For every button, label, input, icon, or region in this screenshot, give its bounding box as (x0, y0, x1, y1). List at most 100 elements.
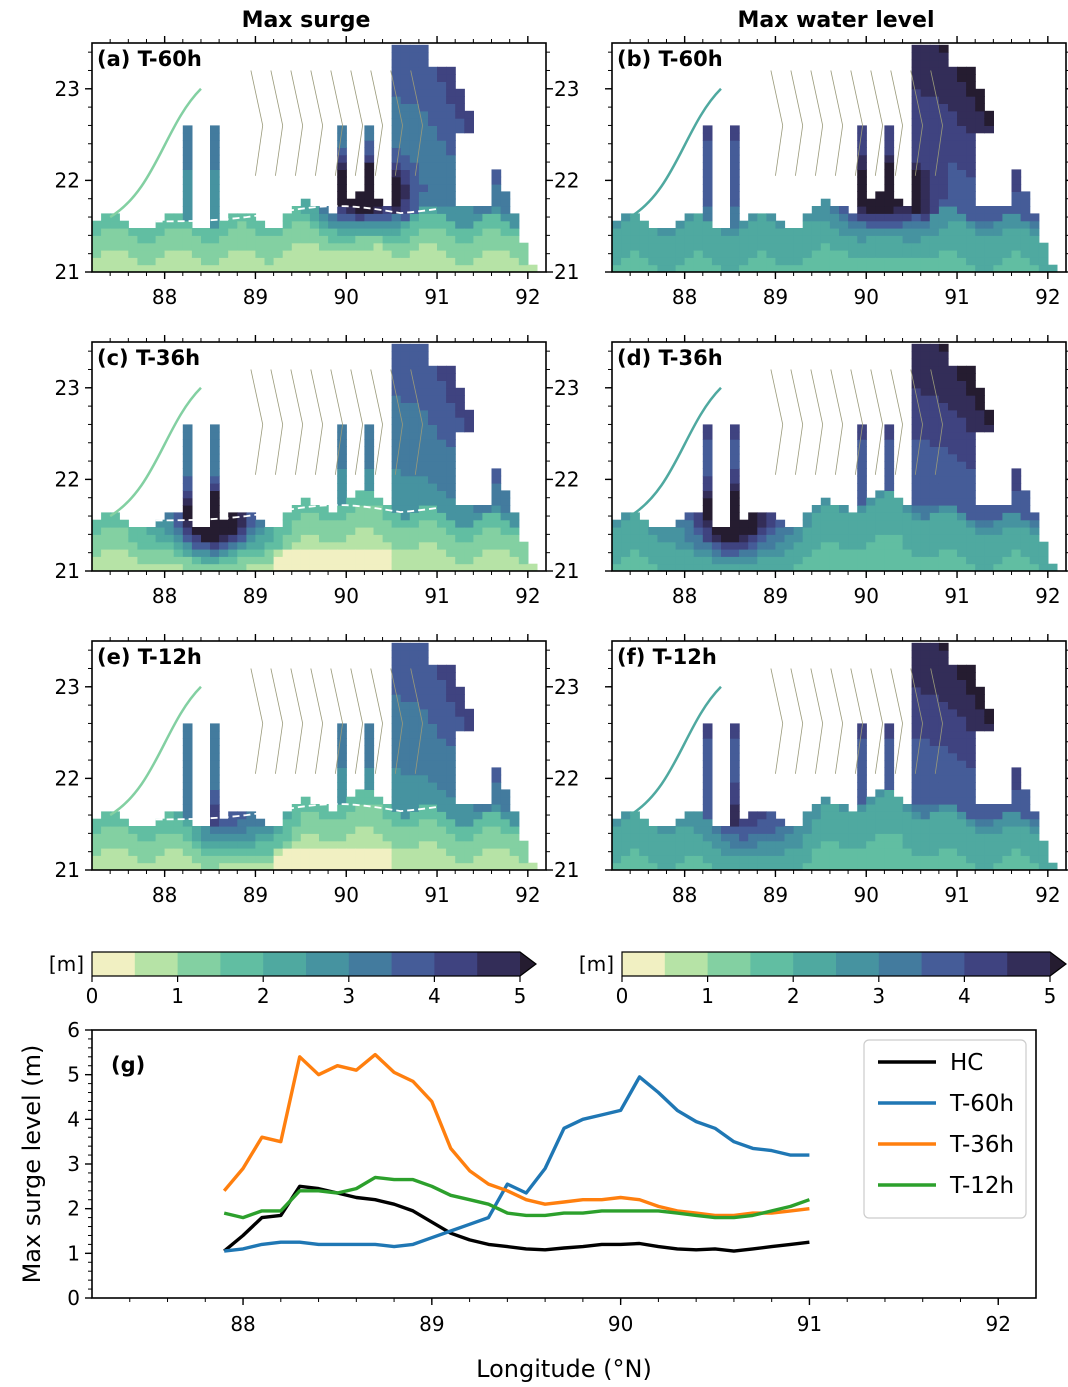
field-cell (328, 563, 338, 571)
field-cell (866, 505, 876, 513)
field-cell (201, 549, 211, 557)
field-cell (428, 461, 438, 469)
field-cell (911, 88, 922, 97)
field-cell (757, 213, 767, 222)
field-cell (639, 519, 649, 528)
field-cell (884, 461, 895, 469)
field-cell (246, 228, 257, 236)
field-cell (464, 549, 474, 557)
field-cell (666, 556, 677, 565)
field-cell (929, 664, 940, 673)
field-cell (337, 490, 347, 499)
field-cell (246, 257, 257, 266)
field-cell (337, 730, 347, 739)
field-cell (146, 833, 157, 842)
field-cell (929, 855, 940, 864)
field-cell (748, 242, 758, 251)
field-cell (201, 848, 211, 856)
field-cell (182, 512, 193, 521)
field-cell (464, 527, 474, 535)
field-cell (938, 694, 949, 702)
field-cell (784, 228, 795, 236)
field-cell (893, 220, 904, 229)
field-cell (993, 534, 1004, 543)
field-cell (473, 563, 484, 571)
field-cell (957, 220, 967, 229)
field-cell (920, 519, 931, 528)
field-cell (730, 505, 740, 513)
field-cell (875, 527, 885, 535)
field-cell (500, 235, 511, 244)
field-cell (228, 228, 238, 236)
field-cell (210, 505, 220, 513)
field-cell (418, 424, 429, 433)
field-cell (446, 512, 456, 521)
field-cell (948, 96, 958, 104)
field-cell (929, 774, 940, 783)
field-cell (984, 527, 994, 535)
field-cell (364, 811, 375, 820)
field-cell (1038, 257, 1049, 266)
field-cell (110, 855, 120, 864)
field-cell (228, 848, 238, 856)
field-cell (657, 250, 668, 258)
field-cell (418, 169, 429, 178)
field-cell (446, 848, 456, 856)
field-cell (182, 475, 193, 484)
field-cell (929, 804, 940, 812)
field-cell (730, 475, 740, 484)
field-cell (464, 708, 474, 717)
field-cell (975, 206, 985, 214)
field-cell (400, 169, 411, 178)
field-cell (621, 840, 631, 849)
field-cell (1029, 855, 1040, 864)
field-cell (684, 512, 695, 521)
field-cell (866, 549, 876, 557)
field-cell (1020, 206, 1031, 214)
field-cell (866, 242, 876, 251)
field-cell (509, 862, 520, 870)
river-line (410, 70, 423, 176)
field-cell (173, 213, 184, 222)
field-cell (273, 541, 284, 550)
field-cell (437, 664, 447, 673)
field-cell (702, 730, 713, 739)
field-cell (920, 716, 931, 724)
field-cell (92, 534, 102, 543)
field-cell (702, 512, 713, 521)
field-cell (191, 855, 202, 864)
field-cell (938, 103, 949, 112)
field-cell (464, 264, 474, 272)
field-cell (721, 257, 731, 266)
field-cell (182, 730, 193, 739)
lon-tick-label: 91 (944, 285, 969, 309)
field-cell (418, 556, 429, 565)
field-cell (957, 483, 967, 491)
field-cell (92, 235, 102, 244)
field-cell (848, 563, 858, 571)
map-field (92, 343, 538, 571)
field-cell (802, 826, 813, 834)
field-cell (391, 657, 402, 666)
field-cell (711, 563, 722, 571)
field-cell (409, 169, 420, 178)
field-cell (355, 505, 365, 513)
field-cell (128, 541, 138, 550)
field-cell (857, 848, 867, 856)
field-cell (811, 250, 822, 258)
field-cell (648, 563, 658, 571)
river-line (870, 369, 883, 475)
field-cell (766, 213, 777, 222)
field-cell (464, 811, 474, 820)
field-cell (802, 264, 813, 272)
field-cell (739, 855, 749, 864)
river-line (910, 668, 923, 774)
field-cell (364, 184, 375, 192)
field-cell (675, 220, 686, 229)
field-cell (929, 81, 940, 90)
field-cell (857, 774, 867, 783)
field-cell (337, 206, 347, 214)
lon-tick-label: 92 (515, 883, 540, 907)
